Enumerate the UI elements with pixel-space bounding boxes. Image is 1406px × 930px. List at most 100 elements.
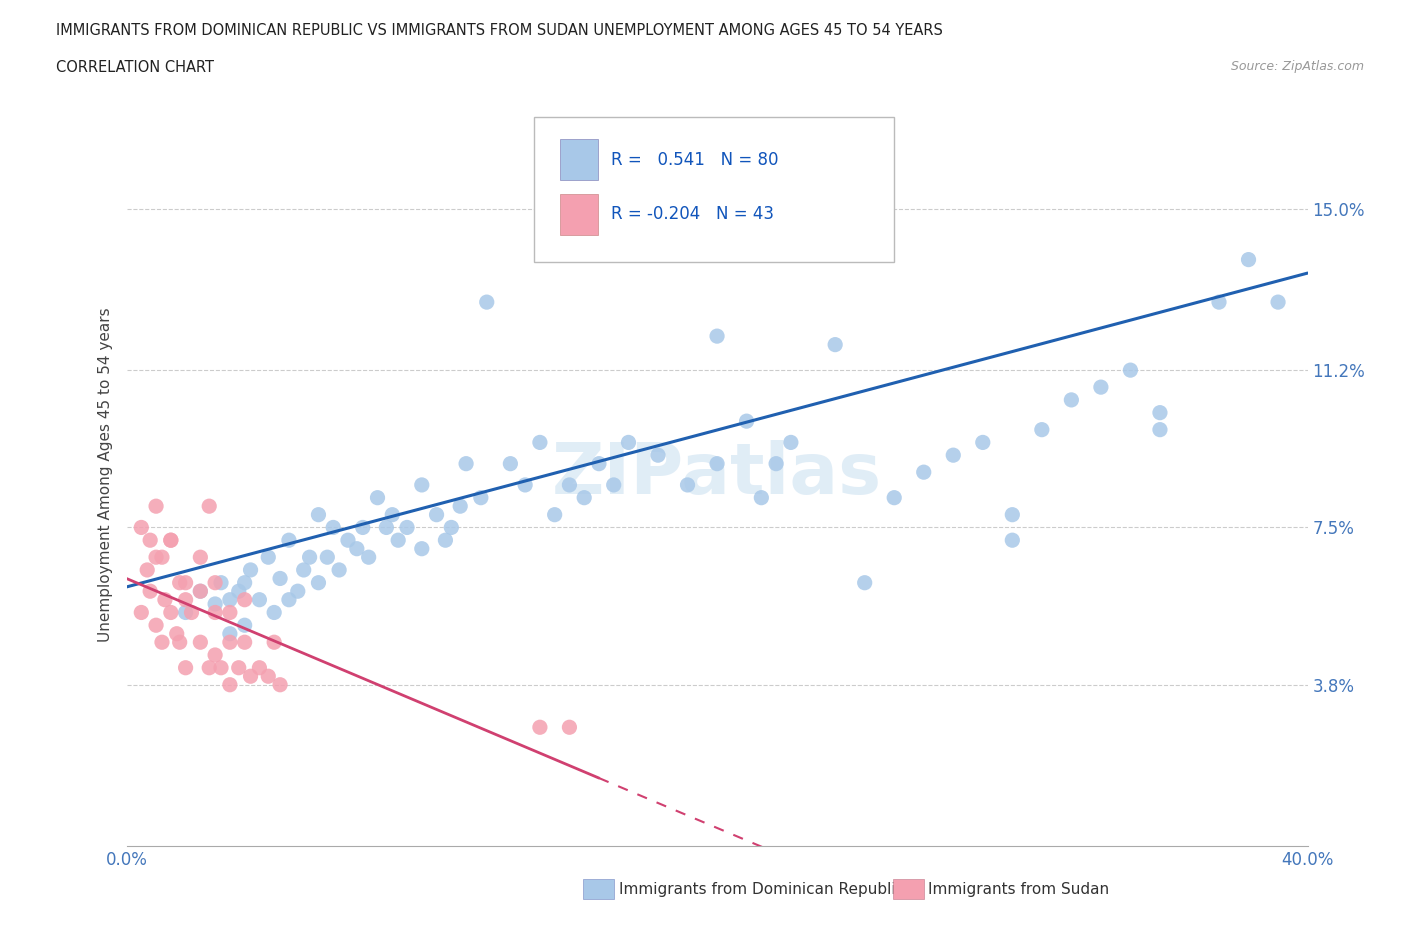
- Point: [219, 677, 242, 692]
- Point: [470, 490, 492, 505]
- Point: [352, 520, 374, 535]
- Point: [159, 605, 183, 620]
- Point: [475, 295, 498, 310]
- Point: [396, 520, 419, 535]
- Point: [136, 563, 159, 578]
- Point: [145, 550, 167, 565]
- Point: [779, 435, 801, 450]
- Point: [188, 584, 211, 599]
- Point: [647, 447, 669, 462]
- Point: [204, 596, 226, 611]
- Point: [853, 576, 876, 591]
- Point: [247, 660, 270, 675]
- Point: [198, 660, 221, 675]
- Point: [558, 720, 581, 735]
- Point: [247, 592, 270, 607]
- Point: [174, 576, 197, 591]
- FancyBboxPatch shape: [534, 117, 894, 262]
- Point: [1031, 422, 1053, 437]
- Point: [174, 660, 197, 675]
- Point: [188, 550, 211, 565]
- Point: [139, 584, 162, 599]
- Point: [735, 414, 758, 429]
- Point: [188, 635, 211, 650]
- Point: [233, 576, 256, 591]
- Text: R =   0.541   N = 80: R = 0.541 N = 80: [610, 152, 779, 169]
- Point: [942, 447, 965, 462]
- Point: [440, 520, 463, 535]
- Point: [449, 498, 471, 513]
- Point: [292, 563, 315, 578]
- Point: [145, 618, 167, 632]
- Point: [204, 647, 226, 662]
- Point: [180, 605, 202, 620]
- Point: [150, 550, 173, 565]
- Point: [366, 490, 388, 505]
- Point: [1119, 363, 1142, 378]
- Point: [174, 605, 197, 620]
- Point: [603, 477, 626, 492]
- Point: [204, 576, 226, 591]
- Point: [1001, 533, 1024, 548]
- Point: [263, 605, 285, 620]
- Point: [751, 490, 773, 505]
- Point: [765, 457, 787, 472]
- Point: [307, 576, 329, 591]
- Point: [174, 592, 197, 607]
- Point: [425, 507, 447, 522]
- Point: [166, 626, 188, 641]
- Point: [1267, 295, 1289, 310]
- Point: [257, 669, 280, 684]
- Point: [381, 507, 404, 522]
- Point: [337, 533, 360, 548]
- Point: [499, 457, 522, 472]
- Point: [676, 477, 699, 492]
- Point: [239, 563, 262, 578]
- Point: [233, 618, 256, 632]
- Text: IMMIGRANTS FROM DOMINICAN REPUBLIC VS IMMIGRANTS FROM SUDAN UNEMPLOYMENT AMONG A: IMMIGRANTS FROM DOMINICAN REPUBLIC VS IM…: [56, 23, 943, 38]
- Point: [1149, 405, 1171, 420]
- Point: [1208, 295, 1230, 310]
- Point: [346, 541, 368, 556]
- Point: [257, 550, 280, 565]
- Point: [1090, 379, 1112, 394]
- Point: [233, 592, 256, 607]
- Point: [543, 507, 565, 522]
- Point: [824, 338, 846, 352]
- Point: [153, 592, 176, 607]
- Point: [204, 605, 226, 620]
- Point: [209, 660, 232, 675]
- Point: [322, 520, 344, 535]
- Point: [169, 576, 191, 591]
- Point: [219, 592, 242, 607]
- Point: [1237, 252, 1260, 267]
- Point: [454, 457, 477, 472]
- Point: [298, 550, 321, 565]
- Point: [209, 576, 232, 591]
- Point: [706, 457, 728, 472]
- Point: [307, 507, 329, 522]
- Point: [972, 435, 994, 450]
- Point: [529, 720, 551, 735]
- Point: [139, 533, 162, 548]
- Text: ZIPatlas: ZIPatlas: [553, 440, 882, 509]
- Point: [617, 435, 640, 450]
- Point: [706, 328, 728, 343]
- Text: CORRELATION CHART: CORRELATION CHART: [56, 60, 214, 75]
- Point: [1001, 507, 1024, 522]
- Text: Immigrants from Dominican Republic: Immigrants from Dominican Republic: [619, 882, 904, 897]
- Point: [269, 571, 291, 586]
- Point: [434, 533, 457, 548]
- Point: [219, 605, 242, 620]
- Point: [287, 584, 309, 599]
- Point: [150, 635, 173, 650]
- Point: [375, 520, 398, 535]
- Point: [411, 541, 433, 556]
- Point: [529, 435, 551, 450]
- Point: [411, 477, 433, 492]
- Point: [129, 605, 153, 620]
- Bar: [560, 193, 598, 234]
- Text: Source: ZipAtlas.com: Source: ZipAtlas.com: [1230, 60, 1364, 73]
- Point: [357, 550, 380, 565]
- Point: [169, 635, 191, 650]
